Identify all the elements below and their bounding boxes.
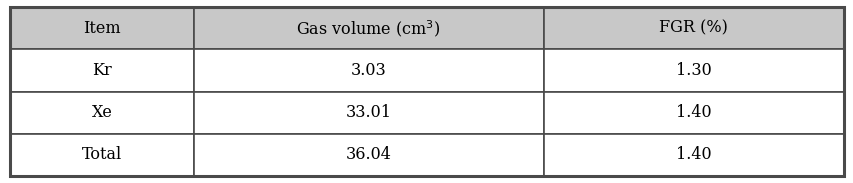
Text: 1.40: 1.40 [675, 104, 711, 121]
Bar [194, 7, 543, 49]
Text: Total: Total [82, 146, 122, 163]
Text: Gas volume (cm$^3$): Gas volume (cm$^3$) [296, 18, 440, 39]
Text: 1.30: 1.30 [675, 62, 711, 79]
Text: 1.40: 1.40 [675, 146, 711, 163]
Text: FGR (%): FGR (%) [659, 20, 728, 37]
Bar [194, 134, 543, 176]
Text: 3.03: 3.03 [351, 62, 386, 79]
Bar [10, 92, 194, 134]
Bar [543, 7, 843, 49]
Text: Item: Item [83, 20, 120, 37]
Text: 33.01: 33.01 [345, 104, 392, 121]
Text: Xe: Xe [91, 104, 113, 121]
Text: 36.04: 36.04 [345, 146, 392, 163]
Bar [543, 92, 843, 134]
Bar [10, 134, 194, 176]
Bar [194, 92, 543, 134]
Bar [543, 49, 843, 92]
Bar [10, 49, 194, 92]
Bar [194, 49, 543, 92]
Text: Kr: Kr [92, 62, 112, 79]
Bar [10, 7, 194, 49]
Bar [543, 134, 843, 176]
